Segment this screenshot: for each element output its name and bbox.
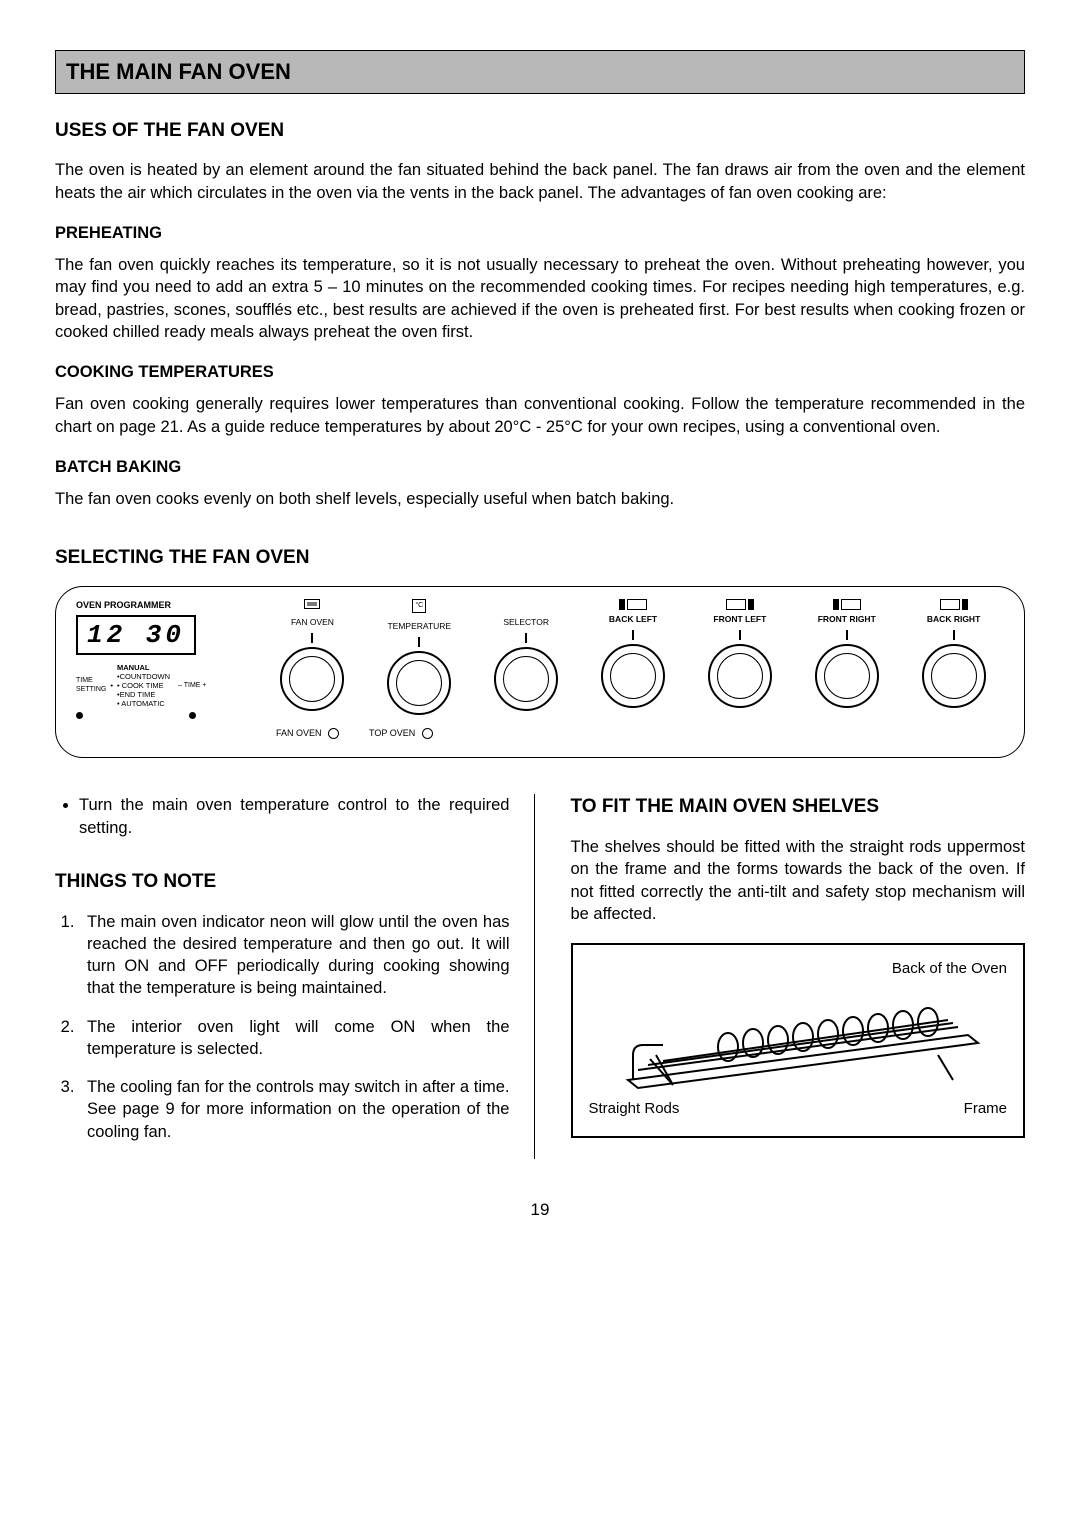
shelf-svg xyxy=(608,985,988,1095)
note-item-1: The main oven indicator neon will glow u… xyxy=(79,911,510,1000)
panel-legend: FAN OVEN TOP OVEN xyxy=(276,727,1004,739)
batch-baking-heading: BATCH BAKING xyxy=(55,456,1025,478)
shelves-heading: TO FIT THE MAIN OVEN SHELVES xyxy=(571,794,1026,820)
batch-baking-para: The fan oven cooks evenly on both shelf … xyxy=(55,488,1025,510)
front-right-knob: FRONT RIGHT xyxy=(796,599,897,708)
uses-heading: USES OF THE FAN OVEN xyxy=(55,118,1025,144)
back-left-knob: BACK LEFT xyxy=(583,599,684,708)
cooking-temp-heading: COOKING TEMPERATURES xyxy=(55,361,1025,383)
temperature-knob: °C TEMPERATURE xyxy=(369,599,470,715)
control-panel-diagram: OVEN PROGRAMMER 12 30 TIME SETTING • MAN… xyxy=(55,586,1025,758)
selecting-bullet-list: Turn the main oven temperature control t… xyxy=(55,794,510,839)
things-to-note-list: The main oven indicator neon will glow u… xyxy=(55,911,510,1143)
shelves-para: The shelves should be fitted with the st… xyxy=(571,836,1026,925)
fan-oven-knob: FAN OVEN xyxy=(262,599,363,711)
selector-knob: SELECTOR xyxy=(476,599,577,711)
selecting-heading: SELECTING THE FAN OVEN xyxy=(55,545,1025,571)
programmer-legend: TIME SETTING • MANUAL •COUNTDOWN • COOK … xyxy=(76,663,256,708)
note-item-3: The cooling fan for the controls may swi… xyxy=(79,1076,510,1143)
back-right-knob: BACK RIGHT xyxy=(903,599,1004,708)
uses-intro: The oven is heated by an element around … xyxy=(55,159,1025,204)
preheating-heading: PREHEATING xyxy=(55,222,1025,244)
page-number: 19 xyxy=(55,1199,1025,1222)
selecting-bullet: Turn the main oven temperature control t… xyxy=(79,794,510,839)
oven-programmer: OVEN PROGRAMMER 12 30 TIME SETTING • MAN… xyxy=(76,599,256,719)
shelf-figure: Back of the Oven xyxy=(571,943,1026,1138)
things-to-note-heading: THINGS TO NOTE xyxy=(55,869,510,895)
shelf-frame-label: Frame xyxy=(964,1099,1007,1119)
shelf-back-label: Back of the Oven xyxy=(589,959,1008,979)
cooking-temp-para: Fan oven cooking generally requires lowe… xyxy=(55,393,1025,438)
preheating-para: The fan oven quickly reaches its tempera… xyxy=(55,254,1025,343)
front-left-knob: FRONT LEFT xyxy=(689,599,790,708)
lcd-display: 12 30 xyxy=(76,615,196,655)
note-item-2: The interior oven light will come ON whe… xyxy=(79,1016,510,1061)
shelf-rods-label: Straight Rods xyxy=(589,1099,680,1119)
section-heading-bar: THE MAIN FAN OVEN xyxy=(55,50,1025,94)
programmer-label: OVEN PROGRAMMER xyxy=(76,599,256,611)
